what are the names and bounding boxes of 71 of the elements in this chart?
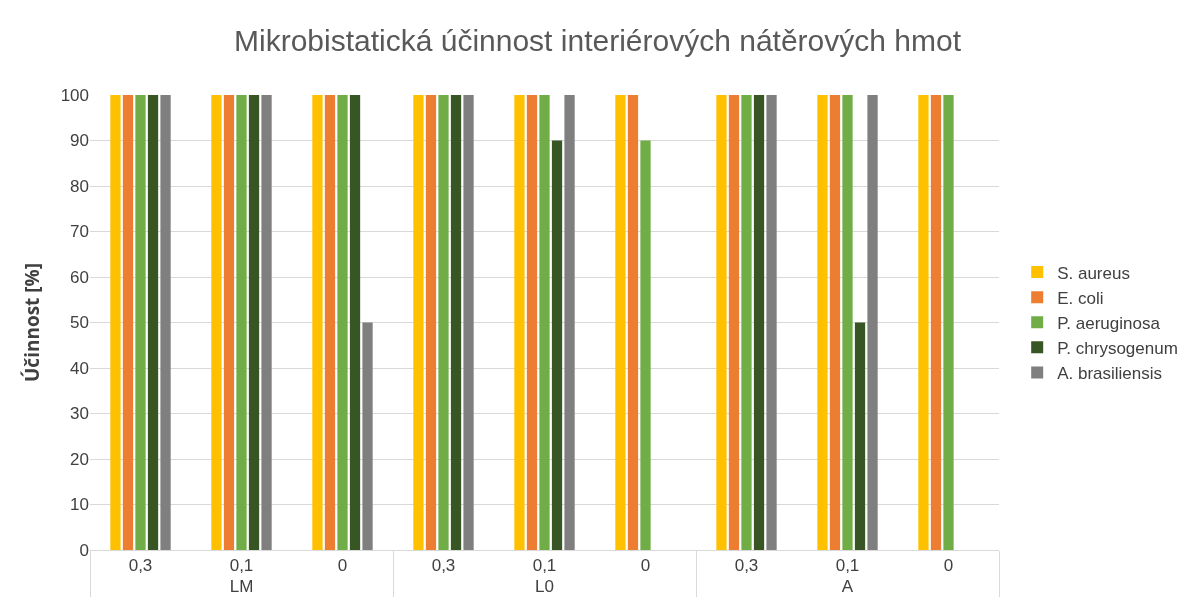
bar [627, 95, 639, 550]
bar [817, 95, 828, 550]
bar [324, 95, 336, 550]
legend-label: A. brasiliensis [1057, 364, 1163, 384]
legend-label: S. aureus [1057, 263, 1130, 283]
legend-label: P. aeruginosa [1057, 313, 1161, 333]
bar [728, 95, 740, 550]
y-tick-label: 30 [70, 404, 89, 424]
x-tick-label: 0 [640, 556, 651, 576]
x-tick-label: 0 [943, 556, 954, 576]
bar [236, 95, 247, 550]
bar [551, 140, 563, 550]
x-tick-label: 0,1 [229, 556, 254, 576]
bar [147, 95, 159, 550]
bar [261, 95, 272, 550]
y-tick-label: 50 [70, 313, 89, 333]
bar [829, 95, 841, 550]
bar [539, 95, 550, 550]
bar [564, 95, 575, 550]
bar [514, 95, 525, 550]
bar [312, 95, 323, 550]
y-axis-title: Účinnost [%] [19, 263, 46, 382]
text: A [841, 577, 854, 597]
x-tick-label: 0,3 [128, 556, 153, 576]
x-tick-label: 0,3 [734, 556, 759, 576]
text: LM [229, 577, 254, 597]
bar [854, 322, 866, 550]
x-tick-label: 0 [337, 556, 348, 576]
bar [223, 95, 235, 550]
x-tick-label: 0,3 [431, 556, 456, 576]
legend-label: P. chrysogenum [1057, 338, 1178, 358]
y-tick-label: 0 [79, 540, 89, 560]
bar [122, 95, 134, 550]
y-tick-label: 70 [70, 222, 89, 242]
bar [211, 95, 222, 550]
bar [450, 95, 462, 550]
bar [349, 95, 361, 550]
bar [438, 95, 449, 550]
text: L0 [535, 577, 554, 597]
bar [943, 95, 954, 550]
legend-label: E. coli [1057, 288, 1104, 308]
bar [135, 95, 146, 550]
bar [413, 95, 424, 550]
bar [918, 95, 929, 550]
y-tick-label: 20 [70, 449, 89, 469]
bar [615, 95, 626, 550]
bar [110, 95, 121, 550]
bar [526, 95, 538, 550]
bar [753, 95, 765, 550]
bar [867, 95, 878, 550]
bar [362, 322, 373, 550]
x-tick-label: 0,1 [835, 556, 860, 576]
x-tick-label: 0,1 [532, 556, 557, 576]
bar [842, 95, 853, 550]
bar [425, 95, 437, 550]
y-tick-label: 10 [70, 495, 89, 515]
bar [337, 95, 348, 550]
bar [640, 140, 651, 550]
bar [463, 95, 474, 550]
y-tick-label: 40 [70, 358, 89, 378]
bar [741, 95, 752, 550]
y-tick-label: 90 [70, 131, 89, 151]
bar [716, 95, 727, 550]
bar [766, 95, 777, 550]
bar [248, 95, 260, 550]
bar [930, 95, 942, 550]
y-tick-label: 80 [70, 176, 89, 196]
bar [160, 95, 171, 550]
y-tick-label: 100 [60, 85, 89, 105]
chart-title: Mikrobistatická účinnost interiérových nátěrových hmot [234, 24, 962, 58]
y-tick-label: 60 [70, 267, 89, 287]
